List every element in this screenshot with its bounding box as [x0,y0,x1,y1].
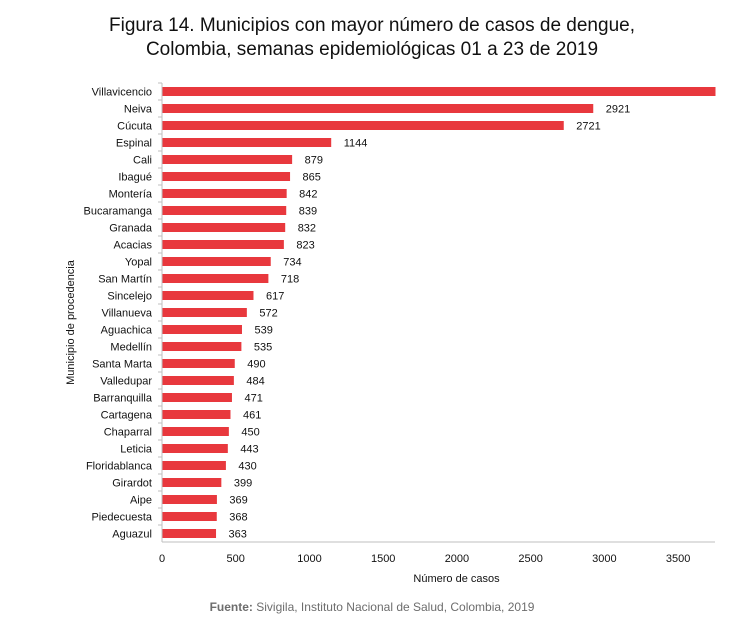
bar [162,87,716,96]
data-label: 842 [299,189,317,201]
bar [162,461,226,470]
bar [162,206,287,215]
data-label: 879 [305,155,323,167]
bar [162,478,222,487]
data-label: 734 [283,257,301,269]
category-label: Girardot [112,478,152,490]
data-label: 363 [229,529,247,541]
category-label: Villanueva [101,308,152,320]
x-tick-label: 500 [227,553,245,565]
data-label: 865 [303,172,321,184]
bar [162,274,269,283]
bar [162,325,242,334]
chart-title-line-1: Figura 14. Municipios con mayor número d… [109,15,635,36]
category-label: Espinal [116,138,152,150]
data-label: 2721 [576,121,600,133]
chart-title: Figura 14. Municipios con mayor número d… [0,14,744,62]
bar [162,393,232,402]
category-label: Cúcuta [117,121,153,133]
category-label: Cali [133,155,152,167]
bar [162,223,286,232]
x-tick-label: 2500 [518,553,542,565]
bar [162,376,234,385]
bar [162,444,228,453]
source-text: Sivigila, Instituto Nacional de Salud, C… [256,600,535,614]
y-axis-title: Municipio de procedencia [65,259,77,385]
category-label: Neiva [124,104,153,116]
data-label: 1144 [344,138,368,150]
x-tick-label: 3500 [666,553,690,565]
category-label: Montería [109,189,153,201]
category-label: Aguachica [101,325,153,337]
data-label: 471 [244,393,262,405]
data-label: 484 [246,376,264,388]
bar [162,495,217,504]
bar [162,189,287,198]
category-label: Aipe [130,495,152,507]
bar [162,291,254,300]
category-label: Floridablanca [86,461,153,473]
category-label: Piedecuesta [91,512,152,524]
category-label: Leticia [120,444,153,456]
bar [162,410,231,419]
x-tick-label: 0 [159,553,165,565]
data-label: 535 [254,342,272,354]
category-label: Yopal [125,257,152,269]
category-label: Medellín [110,342,152,354]
bar [162,529,217,538]
data-label: 368 [229,512,247,524]
data-label: 839 [299,206,317,218]
category-label: Barranquilla [93,393,153,405]
data-label: 461 [243,410,261,422]
category-label: Santa Marta [92,359,153,371]
data-label: 369 [229,495,247,507]
data-label: 2921 [606,104,630,116]
data-label: 832 [298,223,316,235]
data-label: 399 [234,478,252,490]
bar [162,342,242,351]
data-label: 430 [238,461,256,473]
data-label: 450 [241,427,259,439]
category-label: Ibagué [118,172,152,184]
category-label: Aguazul [112,529,152,541]
source-note: Fuente: Sivigila, Instituto Nacional de … [0,600,744,614]
category-label: Villavicencio [92,87,152,99]
chart-title-line-2: Colombia, semanas epidemiológicas 01 a 2… [145,39,599,60]
source-label: Fuente: [209,600,253,614]
bar [162,359,235,368]
bar [162,138,332,147]
data-label: 823 [296,240,314,252]
data-label: 443 [240,444,258,456]
category-label: Cartagena [101,410,153,422]
category-label: Sincelejo [107,291,152,303]
category-label: Chaparral [104,427,152,439]
bar [162,121,564,130]
x-axis-title: Número de casos [413,573,500,585]
category-label: Bucaramanga [84,206,153,218]
x-tick-label: 3000 [592,553,616,565]
bar [162,257,271,266]
data-label: 617 [266,291,284,303]
bar [162,155,293,164]
bar [162,512,217,521]
data-label: 572 [259,308,277,320]
bar [162,308,247,317]
data-label: 490 [247,359,265,371]
category-label: San Martín [98,274,152,286]
category-label: Granada [109,223,153,235]
data-label: 539 [254,325,272,337]
data-label: 718 [281,274,299,286]
category-label: Acacias [113,240,152,252]
x-tick-label: 2000 [445,553,469,565]
bar [162,172,291,181]
x-tick-label: 1000 [297,553,321,565]
bar [162,427,229,436]
bar [162,240,284,249]
x-tick-label: 1500 [371,553,395,565]
bar [162,104,594,113]
category-label: Valledupar [100,376,152,388]
